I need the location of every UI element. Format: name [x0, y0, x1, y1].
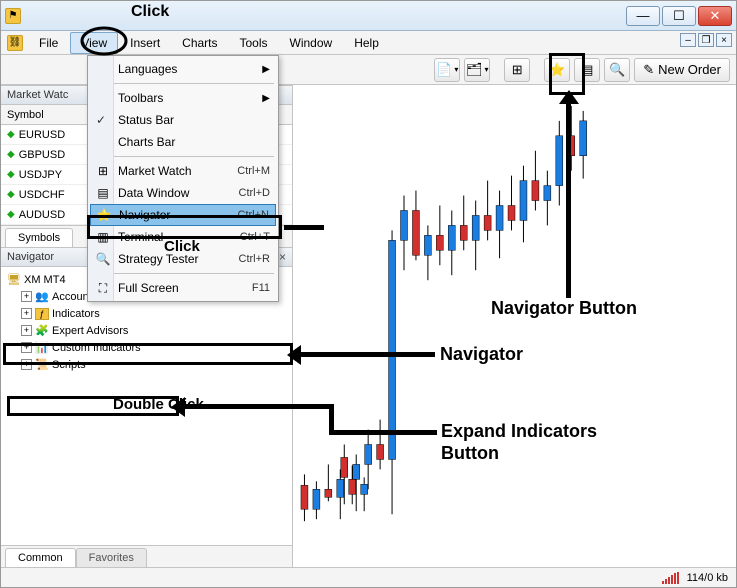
tab-favorites[interactable]: Favorites: [76, 548, 147, 567]
doc-icon: ⛓: [7, 35, 23, 51]
menu-insert[interactable]: Insert: [120, 33, 170, 53]
menu-status-bar[interactable]: ✓ Status Bar: [90, 109, 276, 131]
ann-line-exp3: [329, 430, 437, 435]
ann-box-navigator-menu: [87, 215, 282, 239]
menu-charts-bar-label: Charts Bar: [118, 135, 175, 149]
up-arrow-icon: ◆: [7, 189, 15, 200]
tab-symbols[interactable]: Symbols: [5, 228, 73, 247]
menu-tools[interactable]: Tools: [230, 33, 278, 53]
mw-symbol: GBPUSD: [19, 149, 65, 161]
tree-indicators-label: Indicators: [52, 308, 100, 320]
ann-box-nav-button: [549, 53, 585, 95]
ann-line-exp1: [181, 404, 333, 409]
mw-symbol: EURUSD: [19, 129, 65, 141]
menu-window[interactable]: Window: [280, 33, 343, 53]
tree-indicators[interactable]: + ƒ Indicators: [3, 305, 290, 322]
menu-status-bar-label: Status Bar: [118, 113, 174, 127]
accounts-icon: 👥: [35, 291, 49, 303]
menu-data-window[interactable]: ▤ Data Window Ctrl+D: [90, 182, 276, 204]
navigator-close-icon[interactable]: ×: [279, 250, 286, 264]
market-watch-title-text: Market Watc: [7, 89, 68, 101]
menu-strategy-tester[interactable]: 🔍 Strategy Tester Ctrl+R: [90, 248, 276, 270]
full-screen-icon: ⛶: [94, 279, 112, 297]
strategy-tester-icon: 🔍: [94, 250, 112, 268]
menu-help[interactable]: Help: [344, 33, 389, 53]
close-button[interactable]: ✕: [698, 6, 732, 26]
expand-accounts[interactable]: +: [21, 291, 32, 302]
menu-market-watch[interactable]: ⊞ Market Watch Ctrl+M: [90, 160, 276, 182]
tree-ea-label: Expert Advisors: [52, 325, 128, 337]
tool-new-chart[interactable]: 📄▾: [434, 58, 460, 82]
market-watch-icon: ⊞: [94, 162, 112, 180]
tool-tester[interactable]: 🔍: [604, 58, 630, 82]
menu-data-window-label: Data Window: [118, 186, 189, 200]
mw-symbol: USDJPY: [19, 169, 62, 181]
tool-new-order[interactable]: ✎ New Order: [634, 58, 730, 82]
view-dropdown: Languages ▶ Toolbars ▶ ✓ Status Bar Char…: [87, 55, 279, 302]
tab-common[interactable]: Common: [5, 548, 76, 567]
app-icon: ⚑: [5, 8, 21, 24]
menu-charts[interactable]: Charts: [172, 33, 227, 53]
menu-strategy-tester-sc: Ctrl+R: [239, 253, 270, 265]
menu-toolbars-label: Toolbars: [118, 91, 163, 105]
chart-area[interactable]: [293, 85, 736, 567]
status-bar: 114/0 kb: [1, 567, 736, 587]
menu-charts-bar[interactable]: Charts Bar: [90, 131, 276, 153]
indicators-icon: ƒ: [35, 308, 49, 320]
data-window-icon: ▤: [94, 184, 112, 202]
menu-view[interactable]: View: [70, 32, 118, 54]
tree-root-label: XM MT4: [24, 274, 66, 286]
submenu-arrow-icon: ▶: [262, 93, 270, 104]
new-order-icon: ✎: [643, 62, 654, 78]
menu-toolbars[interactable]: Toolbars ▶: [90, 87, 276, 109]
maximize-button[interactable]: ☐: [662, 6, 696, 26]
window-titlebar: ⚑ — ☐ ✕: [1, 1, 736, 31]
new-order-label: New Order: [658, 62, 721, 77]
folder-icon: 🖥: [7, 274, 21, 286]
menu-languages[interactable]: Languages ▶: [90, 58, 276, 80]
status-net: 114/0 kb: [687, 572, 728, 584]
mdi-restore[interactable]: ❐: [698, 33, 714, 47]
menu-full-screen-label: Full Screen: [118, 281, 179, 295]
ann-line-navmenu: [284, 225, 324, 230]
expand-indicators[interactable]: +: [21, 308, 32, 319]
navigator-title-text: Navigator: [7, 251, 54, 263]
menu-full-screen[interactable]: ⛶ Full Screen F11: [90, 277, 276, 299]
navigator-tabs: Common Favorites: [1, 545, 292, 567]
up-arrow-icon: ◆: [7, 149, 15, 160]
ann-arrow-navpanel: [287, 345, 301, 365]
ea-icon: 🧩: [35, 325, 49, 337]
mw-symbol: USDCHF: [19, 189, 65, 201]
up-arrow-icon: ◆: [7, 209, 15, 220]
ann-line-navpanel: [297, 352, 435, 357]
menu-market-watch-sc: Ctrl+M: [237, 165, 270, 177]
menu-file[interactable]: File: [29, 33, 68, 53]
check-icon: ✓: [96, 113, 106, 127]
menu-full-screen-sc: F11: [252, 282, 270, 294]
tree-ea[interactable]: + 🧩 Expert Advisors: [3, 322, 290, 339]
tool-market-watch[interactable]: ⊞: [504, 58, 530, 82]
mw-symbol: AUDUSD: [19, 209, 65, 221]
menu-bar: ⛓ File View Insert Charts Tools Window H…: [1, 31, 736, 55]
ann-line-navbtn: [566, 98, 571, 298]
minimize-button[interactable]: —: [626, 6, 660, 26]
ann-arrow-navbtn: [559, 90, 579, 104]
ann-box-indicators: [7, 396, 179, 416]
menu-data-window-sc: Ctrl+D: [239, 187, 270, 199]
mw-col-symbol: Symbol: [7, 109, 44, 121]
tool-profiles[interactable]: 🗂▾: [464, 58, 490, 82]
menu-market-watch-label: Market Watch: [118, 164, 192, 178]
connection-bars-icon: [662, 572, 679, 584]
expand-ea[interactable]: +: [21, 325, 32, 336]
ann-arrow-exp: [171, 397, 185, 417]
mdi-close[interactable]: ×: [716, 33, 732, 47]
up-arrow-icon: ◆: [7, 129, 15, 140]
mdi-minimize[interactable]: –: [680, 33, 696, 47]
submenu-arrow-icon: ▶: [262, 64, 270, 75]
menu-languages-label: Languages: [118, 62, 177, 76]
ann-box-nav-panel: [3, 343, 293, 365]
menu-strategy-tester-label: Strategy Tester: [118, 252, 198, 266]
up-arrow-icon: ◆: [7, 169, 15, 180]
